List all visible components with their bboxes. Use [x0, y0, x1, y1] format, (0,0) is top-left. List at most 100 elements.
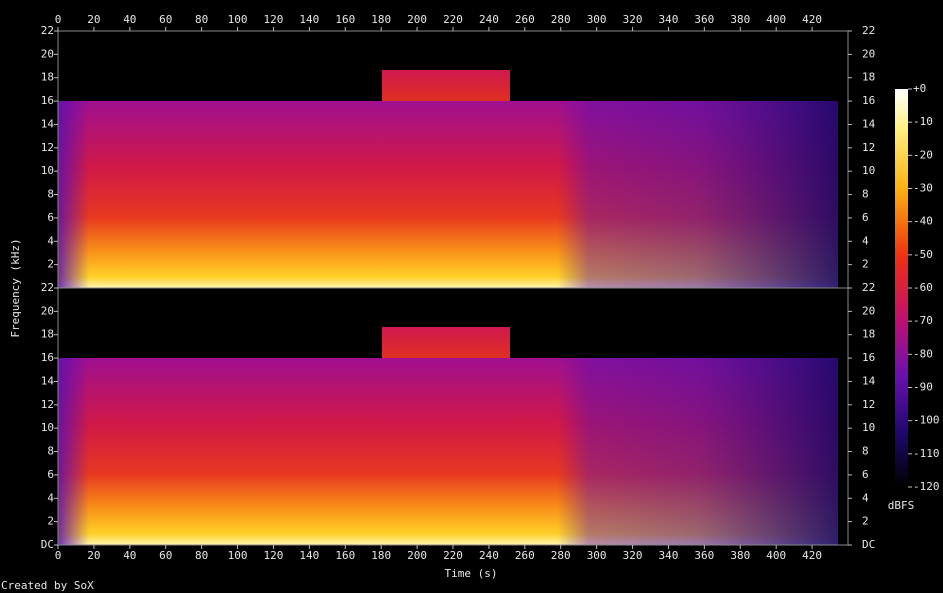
y-tick-label: 8: [862, 445, 869, 458]
colorbar-tick-label: -110: [913, 447, 940, 460]
y-tick-label: 18: [862, 71, 875, 84]
colorbar-label: dBFS: [888, 499, 915, 512]
x-tick-label: 400: [766, 549, 786, 562]
x-tick-label: 0: [55, 13, 62, 26]
x-tick-label: 60: [159, 549, 172, 562]
colorbar-tick-label: -10: [913, 115, 933, 128]
x-tick-label: 240: [479, 13, 499, 26]
y-tick-label: 2: [47, 258, 54, 271]
y-tick-label: 4: [862, 234, 869, 247]
x-tick-label: 180: [371, 13, 391, 26]
y-tick-label: 22: [862, 24, 875, 37]
x-tick-label: 320: [623, 549, 643, 562]
x-tick-label: 180: [371, 549, 391, 562]
x-tick-label: 140: [299, 549, 319, 562]
colorbar-tick-label: -70: [913, 314, 933, 327]
y-tick-label: 20: [41, 304, 54, 317]
y-tick-label: 12: [41, 398, 54, 411]
x-tick-label: 160: [335, 13, 355, 26]
x-tick-label: 40: [123, 549, 136, 562]
y-tick-label: 4: [47, 491, 54, 504]
y-tick-label: 8: [862, 188, 869, 201]
y-tick-label: 8: [47, 188, 54, 201]
y-tick-label: 4: [47, 234, 54, 247]
x-tick-label: 300: [587, 549, 607, 562]
y-tick-label: 2: [862, 515, 869, 528]
y-tick-label: 10: [41, 164, 54, 177]
x-tick-label: 0: [55, 549, 62, 562]
y-axis-label: Frequency (kHz): [9, 238, 22, 337]
x-tick-label: 420: [802, 13, 822, 26]
y-tick-label: 2: [862, 258, 869, 271]
x-tick-label: 100: [228, 13, 248, 26]
y-tick-label: 2: [47, 515, 54, 528]
colorbar-tick-label: -20: [913, 148, 933, 161]
x-tick-label: 160: [335, 549, 355, 562]
x-tick-label: 360: [694, 13, 714, 26]
x-tick-label: 220: [443, 13, 463, 26]
x-tick-label: 240: [479, 549, 499, 562]
y-tick-label: 16: [862, 94, 875, 107]
y-tick-label: 20: [862, 304, 875, 317]
colorbar-tick-label: -30: [913, 182, 933, 195]
colorbar-tick-label: -50: [913, 248, 933, 261]
y-tick-label: 12: [862, 398, 875, 411]
y-tick-label: DC: [41, 538, 54, 551]
x-tick-label: 280: [551, 549, 571, 562]
x-tick-label: 220: [443, 549, 463, 562]
y-tick-label: 12: [862, 141, 875, 154]
y-tick-label: 16: [41, 351, 54, 364]
y-tick-label: 6: [862, 211, 869, 224]
x-tick-label: 400: [766, 13, 786, 26]
x-tick-label: 100: [228, 549, 248, 562]
x-tick-label: 80: [195, 549, 208, 562]
x-tick-label: 380: [730, 13, 750, 26]
y-tick-label: 14: [862, 117, 876, 130]
x-tick-label: 40: [123, 13, 136, 26]
y-tick-label: 16: [862, 351, 875, 364]
x-tick-label: 340: [659, 549, 679, 562]
x-tick-label: 420: [802, 549, 822, 562]
y-tick-label: 4: [862, 491, 869, 504]
colorbar-tick-label: -80: [913, 347, 933, 360]
y-tick-label: 20: [41, 47, 54, 60]
colorbar: [895, 89, 908, 487]
y-tick-label: 16: [41, 94, 54, 107]
x-tick-label: 320: [623, 13, 643, 26]
x-tick-label: 200: [407, 549, 427, 562]
y-tick-label: 14: [41, 117, 55, 130]
x-tick-label: 120: [264, 549, 284, 562]
channel-1-image: [58, 31, 848, 288]
y-tick-label: 14: [41, 374, 55, 387]
y-tick-label: 10: [862, 421, 875, 434]
x-tick-label: 120: [264, 13, 284, 26]
y-tick-label: 18: [41, 71, 54, 84]
x-tick-label: 300: [587, 13, 607, 26]
x-axis-label: Time (s): [445, 567, 498, 580]
y-tick-label: 14: [862, 374, 876, 387]
y-tick-label: 22: [41, 24, 54, 37]
x-tick-label: 200: [407, 13, 427, 26]
y-tick-label: 6: [47, 468, 54, 481]
x-tick-label: 340: [659, 13, 679, 26]
channel-2-image: [58, 288, 848, 545]
colorbar-tick-label: +0: [913, 82, 926, 95]
footer: Created by SoX: [1, 579, 94, 592]
colorbar-tick-label: -40: [913, 215, 933, 228]
y-tick-label: 22: [41, 281, 54, 294]
x-tick-label: 380: [730, 549, 750, 562]
colorbar-tick-label: -90: [913, 381, 933, 394]
x-tick-label: 140: [299, 13, 319, 26]
y-tick-label: DC: [862, 538, 875, 551]
y-tick-label: 6: [862, 468, 869, 481]
y-tick-label: 12: [41, 141, 54, 154]
y-tick-label: 18: [41, 328, 54, 341]
colorbar-tick-label: -100: [913, 414, 940, 427]
x-tick-label: 20: [87, 549, 100, 562]
y-tick-label: 20: [862, 47, 875, 60]
y-tick-label: 8: [47, 445, 54, 458]
colorbar-tick-label: -60: [913, 281, 933, 294]
x-tick-label: 20: [87, 13, 100, 26]
y-tick-label: 6: [47, 211, 54, 224]
